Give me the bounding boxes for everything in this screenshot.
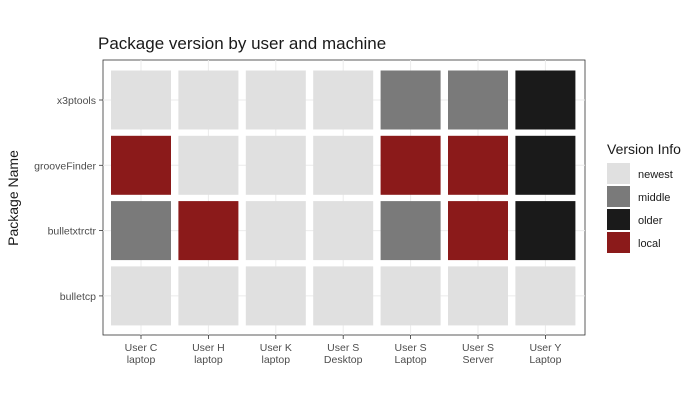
heatmap-tile	[515, 201, 576, 261]
x-tick-label: User S Laptop	[395, 342, 427, 366]
heatmap-tile	[380, 266, 441, 326]
x-tick-label: User Y Laptop	[529, 342, 561, 366]
heatmap-tile	[515, 70, 576, 130]
y-axis: x3ptools grooveFinder bulletxtrctr bulletcp	[34, 95, 103, 303]
heatmap-tile	[245, 201, 306, 261]
x-tick-label: User S Server	[462, 342, 494, 366]
heatmap-tile	[380, 135, 441, 195]
heatmap-tile	[111, 70, 171, 130]
heatmap-tile	[178, 70, 239, 130]
heatmap-tile	[178, 135, 239, 195]
heatmap-tile	[380, 70, 441, 130]
legend-label-newest: newest	[638, 169, 673, 181]
heatmap-tile	[313, 70, 374, 130]
heatmap-tile	[313, 135, 374, 195]
heatmap-tile	[111, 266, 171, 326]
legend-label-local: local	[638, 238, 661, 250]
legend-key-middle	[607, 186, 630, 207]
heatmap-tile	[448, 70, 508, 130]
heatmap-tile	[515, 266, 576, 326]
heatmap-tile	[178, 266, 239, 326]
heatmap-tile	[111, 201, 171, 261]
legend-key-older	[607, 209, 630, 230]
legend-label-older: older	[638, 215, 663, 227]
heatmap-tile	[448, 266, 508, 326]
tiles	[111, 70, 576, 326]
legend-key-newest	[607, 163, 630, 184]
legend-title: Version Info	[607, 141, 681, 157]
heatmap-tile	[448, 201, 508, 261]
heatmap-tile	[111, 135, 171, 195]
heatmap-tile	[448, 135, 508, 195]
heatmap-tile	[515, 135, 576, 195]
chart-title: Package version by user and machine	[98, 34, 386, 53]
heatmap-tile	[313, 201, 374, 261]
y-tick-label: grooveFinder	[34, 160, 96, 172]
y-tick-label: bulletxtrctr	[48, 226, 97, 238]
x-tick-label: User S Desktop	[324, 342, 363, 366]
heatmap-tile	[245, 266, 306, 326]
y-tick-label: bulletcp	[60, 291, 96, 303]
heatmap-tile	[313, 266, 374, 326]
heatmap-tile	[245, 70, 306, 130]
y-tick-label: x3ptools	[57, 95, 96, 107]
legend-label-middle: middle	[638, 192, 670, 204]
legend-key-local	[607, 232, 630, 253]
heatmap-tile	[380, 201, 441, 261]
heatmap-tile	[178, 201, 239, 261]
heatmap-tile	[245, 135, 306, 195]
y-axis-title: Package Name	[5, 150, 21, 246]
legend: Version Info newest middle older local	[607, 141, 681, 253]
